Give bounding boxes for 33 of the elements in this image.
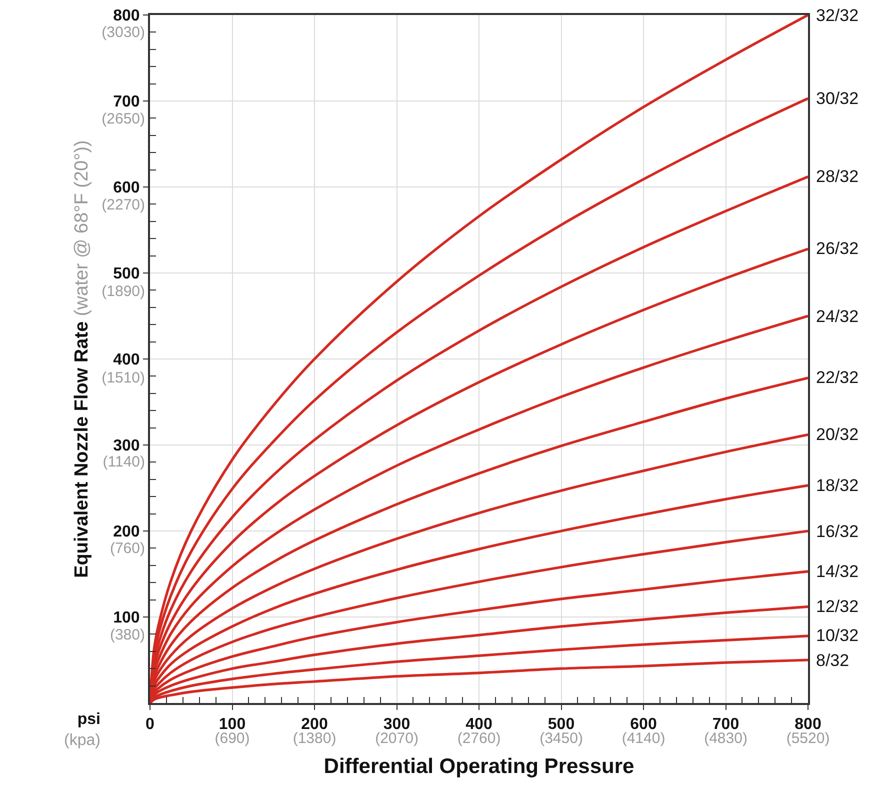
y2-tick-label: (1890)	[102, 283, 146, 300]
y-tick-label: 800	[113, 8, 140, 25]
y2-tick-label: (2650)	[102, 110, 146, 128]
series-label: 26/32	[816, 239, 859, 258]
y2-tick-label: (380)	[110, 626, 145, 644]
x-tick-label: 0	[146, 716, 155, 734]
y-tick-label: 300	[113, 438, 140, 455]
series-label: 32/32	[816, 6, 859, 25]
y2-tick-label: (3030)	[102, 24, 146, 41]
series-label: 28/32	[816, 167, 859, 186]
series-label: 20/32	[816, 425, 859, 444]
series-label: 30/32	[816, 89, 859, 108]
y2-tick-label: (760)	[110, 540, 145, 557]
y2-axis-title: Equivalent Nozzle Flow Rate (water @ 68°F (20°))	[71, 140, 92, 578]
y-tick-label: 200	[113, 524, 140, 541]
series-label: 16/32	[816, 522, 859, 541]
series-label: 18/32	[816, 476, 859, 495]
series-label: 10/32	[816, 626, 859, 645]
series-label: 12/32	[816, 597, 859, 616]
x-axis-title: Differential Operating Pressure	[324, 754, 634, 778]
y2-tick-label: (1510)	[102, 369, 146, 386]
y-tick-label: 500	[113, 266, 140, 283]
series-label: 22/32	[816, 368, 859, 387]
y-tick-label: 600	[113, 180, 140, 197]
y-tick-label: 400	[113, 352, 140, 369]
series-label: 24/32	[816, 307, 859, 326]
text: psi (kpa)	[64, 711, 100, 749]
y-tick-label: 100	[113, 610, 140, 627]
y2-tick-label: (1140)	[102, 454, 145, 471]
y2-tick-label: (2270)	[102, 196, 146, 214]
series-label: 8/32	[816, 651, 850, 670]
y-tick-label: 700	[113, 94, 140, 111]
series-label: 14/32	[816, 562, 859, 581]
